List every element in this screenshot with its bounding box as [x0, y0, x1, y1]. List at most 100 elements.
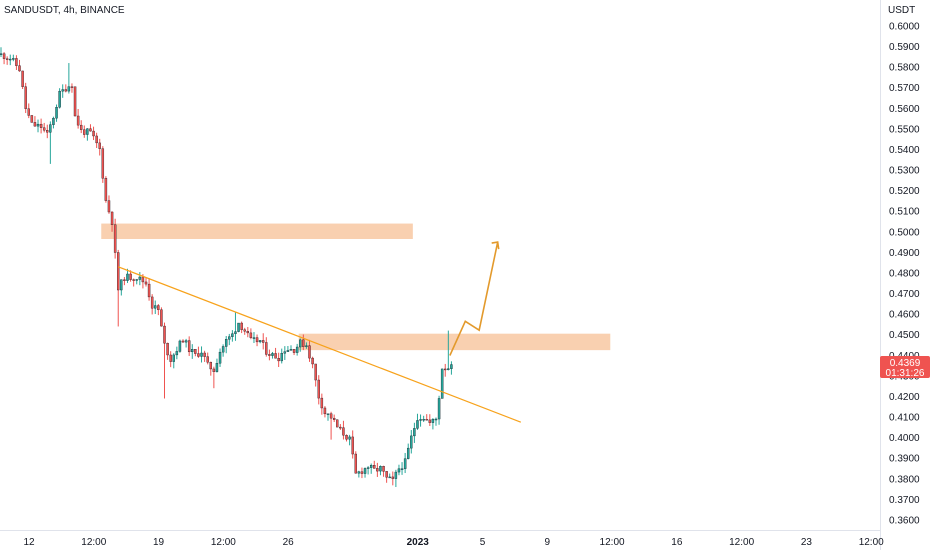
bear-candle-body [101, 148, 105, 179]
bull-candle-body [258, 340, 262, 343]
candle [79, 120, 83, 134]
bear-candle-body [147, 283, 151, 298]
candle [403, 452, 407, 474]
bear-candle-body [277, 358, 280, 362]
price-tick-label: 0.5800 [889, 63, 920, 74]
bull-candle-body [410, 435, 413, 449]
bear-candle-body [160, 309, 163, 327]
candle [67, 63, 71, 94]
price-badge: 0.4369 01:31:26 [880, 356, 930, 379]
candle [5, 56, 9, 65]
bull-candle-body [231, 333, 234, 337]
candle [15, 55, 18, 70]
price-tick-label: 0.3800 [889, 474, 920, 485]
bull-candle-body [12, 58, 15, 60]
candle [9, 54, 12, 66]
bear-candle-body [129, 273, 132, 280]
candle [27, 103, 30, 119]
bull-candle-body [357, 471, 361, 474]
candle [376, 462, 379, 477]
candle [308, 339, 311, 362]
candle [336, 419, 339, 428]
candle [240, 321, 243, 334]
candle [228, 333, 231, 346]
bull-candle-body [49, 124, 52, 133]
candle [200, 346, 203, 363]
bear-candle-body [89, 128, 92, 132]
price-tick-label: 0.4700 [889, 289, 920, 300]
candle [129, 270, 132, 282]
candle [314, 363, 317, 387]
candle [117, 249, 120, 327]
candle [246, 326, 250, 338]
bear-candle-body [342, 427, 345, 436]
bull-candle-body [299, 339, 302, 348]
candle [271, 351, 274, 359]
candle [178, 339, 182, 353]
candle [138, 272, 142, 286]
bull-candle-body [126, 273, 129, 281]
bear-candle-body [15, 58, 18, 66]
bear-candle-body [428, 419, 432, 423]
bull-candle-body [388, 476, 391, 479]
candle [391, 471, 395, 486]
bear-candle-body [70, 86, 74, 88]
bull-candle-body [218, 351, 222, 364]
candle [400, 462, 404, 475]
candle [206, 352, 209, 365]
bull-candle-body [0, 53, 3, 55]
candle [24, 82, 27, 114]
projection-path[interactable] [449, 241, 499, 356]
currency-label: USDT [888, 5, 915, 16]
candle [410, 430, 413, 454]
candle [249, 328, 253, 340]
candle [49, 121, 52, 164]
bear-candle-body [376, 468, 379, 472]
bear-candle-body [268, 354, 271, 356]
bear-candle-body [385, 471, 388, 478]
candle [113, 218, 117, 259]
time-tick-label: 16 [671, 537, 683, 548]
candle [302, 334, 305, 351]
candle [425, 414, 428, 421]
last-price-label: 0.4369 [890, 358, 921, 369]
bear-candle-body [132, 279, 135, 281]
time-tick-label: 12:00 [729, 537, 754, 548]
bear-candle-body [39, 123, 43, 128]
time-axis[interactable]: 12 12:00 19 12:00 26 2023 5 9 12:00 16 12:00 23 12:0… [23, 537, 884, 548]
bull-candle-body [379, 466, 382, 472]
bear-candle-body [181, 340, 185, 343]
descending-trendline[interactable] [118, 266, 522, 423]
candle [55, 104, 58, 122]
bull-candle-body [431, 419, 435, 423]
bull-candle-body [175, 351, 179, 356]
bear-candle-body [425, 419, 428, 421]
bear-candle-body [382, 466, 385, 472]
bear-candle-body [354, 453, 358, 474]
bear-candle-body [166, 342, 169, 356]
candle [351, 430, 354, 459]
bear-candle-body [317, 379, 320, 399]
projection-arrowhead [491, 241, 500, 250]
bull-candle-body [215, 363, 219, 372]
price-tick-label: 0.5500 [889, 124, 920, 135]
plot-area[interactable] [0, 47, 611, 487]
price-tick-label: 0.5600 [889, 104, 920, 115]
bull-candle-body [437, 398, 441, 420]
bear-candle-body [30, 115, 34, 123]
candle [169, 351, 172, 368]
bull-candle-body [280, 353, 283, 362]
bull-candle-body [200, 352, 203, 357]
candle [255, 334, 259, 347]
candle [18, 59, 21, 72]
resistance-zone-lower [298, 333, 611, 351]
candle [126, 268, 129, 284]
price-tick-label: 0.4100 [889, 413, 920, 424]
bull-candle-body [191, 349, 194, 353]
bear-candle-body [169, 354, 172, 362]
candle [36, 119, 40, 133]
bull-candle-body [419, 419, 422, 421]
candle [366, 466, 370, 475]
bull-candle-body [447, 368, 450, 370]
